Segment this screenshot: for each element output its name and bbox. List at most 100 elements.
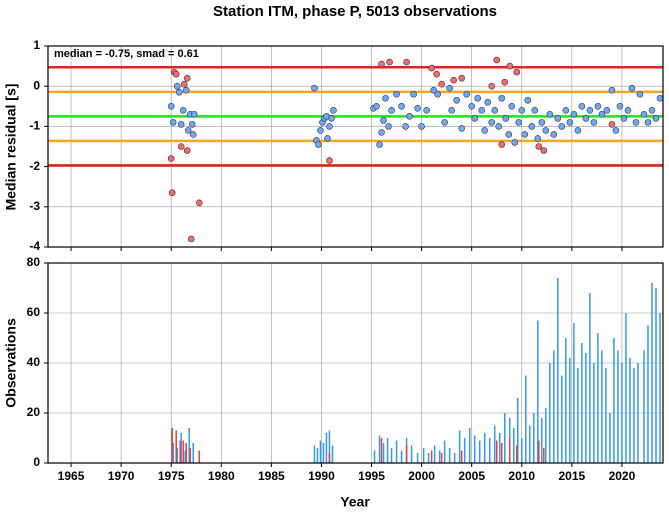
bar (553, 350, 555, 463)
bar (605, 368, 607, 463)
bar (373, 450, 376, 463)
point (471, 115, 478, 122)
point (513, 68, 521, 76)
bar (448, 448, 451, 463)
bar (328, 430, 331, 463)
y-tick-label: -1 (29, 119, 40, 133)
y-tick-label: 20 (27, 405, 41, 419)
point (175, 88, 183, 96)
bar (601, 350, 603, 463)
point (586, 107, 594, 114)
bar (458, 430, 461, 463)
point (540, 147, 548, 154)
point (183, 74, 191, 82)
bar (172, 443, 174, 463)
bar (184, 450, 186, 463)
point (328, 115, 335, 122)
bar (460, 450, 463, 463)
bar (509, 438, 511, 463)
point (524, 96, 532, 104)
x-tick-label: 2010 (508, 469, 535, 483)
bar (400, 450, 403, 463)
point (484, 98, 492, 106)
bar (557, 278, 559, 463)
y-tick-label: 80 (27, 255, 41, 269)
point (324, 135, 331, 142)
point (315, 141, 322, 148)
point (534, 135, 542, 142)
bar (328, 453, 331, 463)
bar (613, 338, 615, 463)
bar (405, 445, 408, 463)
bar (629, 358, 631, 463)
x-tick-label: 1975 (158, 469, 185, 483)
bar (617, 350, 619, 463)
bar (573, 323, 575, 463)
bar (543, 448, 545, 463)
plot-frame (47, 262, 664, 464)
y-tick-label: 0 (33, 78, 40, 92)
point (388, 107, 395, 114)
bar (521, 438, 523, 463)
point (501, 78, 509, 86)
bar (171, 428, 173, 463)
point (326, 157, 333, 164)
bar (500, 443, 503, 463)
bar (643, 350, 645, 463)
chart-title: Station ITM, phase P, 5013 observations (213, 3, 497, 20)
point (498, 94, 506, 102)
point (458, 74, 465, 82)
point (582, 115, 590, 122)
point (173, 82, 181, 90)
bar (468, 428, 471, 463)
point (373, 103, 380, 110)
bar (319, 440, 322, 463)
point (495, 123, 503, 130)
bar (517, 398, 519, 463)
x-tick-label: 1990 (308, 469, 335, 483)
bar (498, 433, 501, 463)
point (406, 113, 413, 120)
point (403, 58, 410, 66)
x-tick-label: 2005 (458, 469, 485, 483)
y-tick-label: -2 (29, 159, 40, 173)
point (493, 56, 501, 64)
point (598, 111, 606, 118)
point (518, 107, 526, 114)
point (441, 119, 448, 126)
bar (386, 438, 389, 463)
bar (597, 333, 599, 463)
point (167, 155, 175, 162)
bar (538, 440, 540, 463)
point (608, 86, 616, 94)
point (195, 199, 203, 207)
point (566, 119, 574, 126)
point (505, 131, 513, 138)
point (535, 143, 543, 150)
bar (198, 450, 200, 463)
point (172, 70, 180, 78)
point (590, 119, 598, 126)
bar (325, 433, 328, 463)
bar (569, 358, 571, 463)
point (428, 64, 435, 72)
point (620, 115, 628, 122)
point (632, 119, 640, 126)
bar (525, 375, 527, 463)
point (376, 141, 383, 148)
y-tick-label: 1 (33, 38, 40, 52)
bar (473, 435, 476, 463)
x-tick-label: 2015 (559, 469, 586, 483)
bar (637, 363, 639, 463)
point (578, 103, 586, 110)
bar (188, 428, 190, 463)
y-tick-label: 40 (27, 355, 41, 369)
bar (541, 418, 543, 463)
point (594, 103, 602, 110)
bar (495, 440, 498, 463)
point (636, 90, 644, 98)
point (410, 90, 417, 98)
point (180, 80, 188, 88)
x-tick-label: 1965 (58, 469, 85, 483)
point (628, 84, 636, 92)
